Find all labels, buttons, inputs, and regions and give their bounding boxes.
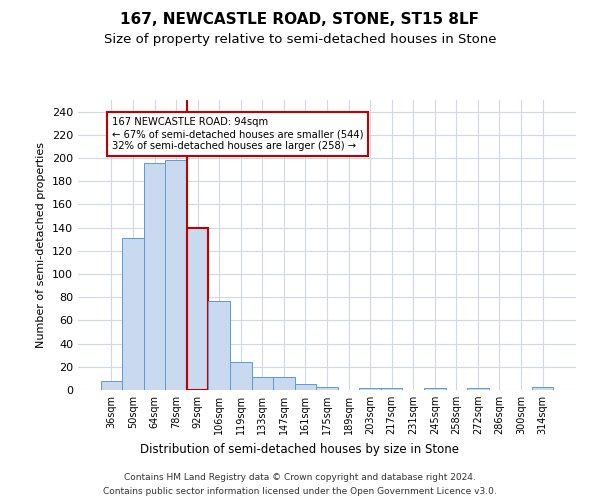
Bar: [144, 162, 166, 390]
Bar: [359, 388, 381, 390]
Bar: [122, 238, 144, 390]
Bar: [208, 300, 230, 390]
Bar: [532, 386, 553, 390]
Bar: [316, 386, 338, 390]
Text: Contains public sector information licensed under the Open Government Licence v3: Contains public sector information licen…: [103, 488, 497, 496]
Bar: [381, 388, 403, 390]
Bar: [187, 228, 208, 390]
Text: Contains HM Land Registry data © Crown copyright and database right 2024.: Contains HM Land Registry data © Crown c…: [124, 472, 476, 482]
Bar: [166, 160, 187, 390]
Bar: [101, 380, 122, 390]
Text: Distribution of semi-detached houses by size in Stone: Distribution of semi-detached houses by …: [140, 442, 460, 456]
Text: 167, NEWCASTLE ROAD, STONE, ST15 8LF: 167, NEWCASTLE ROAD, STONE, ST15 8LF: [121, 12, 479, 28]
Text: Size of property relative to semi-detached houses in Stone: Size of property relative to semi-detach…: [104, 32, 496, 46]
Bar: [251, 377, 273, 390]
Bar: [424, 388, 446, 390]
Y-axis label: Number of semi-detached properties: Number of semi-detached properties: [37, 142, 46, 348]
Bar: [467, 388, 488, 390]
Text: 167 NEWCASTLE ROAD: 94sqm
← 67% of semi-detached houses are smaller (544)
32% of: 167 NEWCASTLE ROAD: 94sqm ← 67% of semi-…: [112, 118, 364, 150]
Bar: [295, 384, 316, 390]
Bar: [273, 377, 295, 390]
Bar: [230, 362, 251, 390]
